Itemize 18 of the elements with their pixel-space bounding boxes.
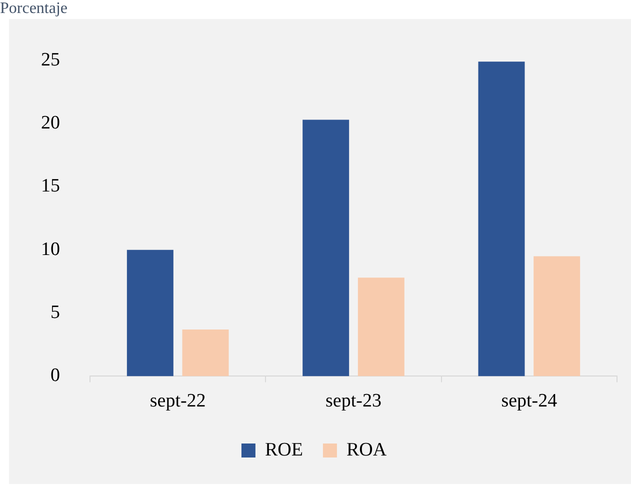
- bar: [126, 250, 174, 376]
- y-tick-label: 10: [41, 238, 60, 260]
- y-tick-label: 5: [50, 302, 60, 324]
- bar: [478, 62, 525, 376]
- y-tick-label: 0: [50, 365, 60, 386]
- x-tick-label: sept-22: [150, 390, 206, 412]
- y-tick-label: 25: [41, 49, 60, 70]
- x-tick-label: sept-23: [326, 390, 382, 412]
- legend-label: ROA: [346, 439, 387, 460]
- y-axis-title: Porcentaje: [0, 0, 68, 18]
- y-tick-label: 20: [41, 112, 60, 134]
- bar: [358, 278, 404, 376]
- bar: [182, 329, 229, 376]
- y-tick-label: 15: [41, 176, 60, 197]
- bar: [534, 256, 580, 376]
- legend-label: ROE: [264, 439, 303, 460]
- x-tick-label: sept-24: [501, 390, 558, 412]
- bar: [302, 120, 350, 376]
